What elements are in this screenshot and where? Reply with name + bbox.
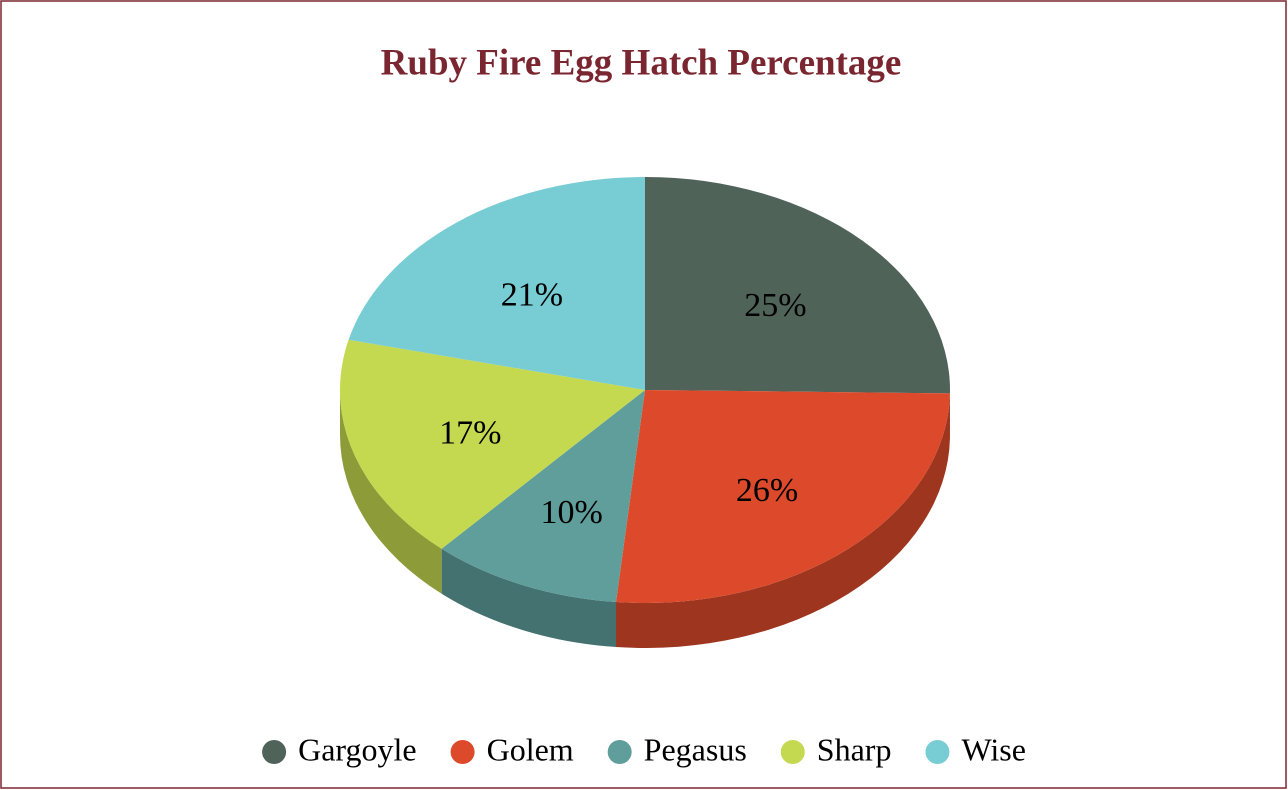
value-label: 21% xyxy=(501,276,563,313)
value-label: 10% xyxy=(540,494,602,531)
slice-side xyxy=(616,393,950,648)
value-label: 26% xyxy=(736,472,798,509)
legend-marker xyxy=(780,740,805,764)
legend-label: Gargoyle xyxy=(298,731,416,767)
slice xyxy=(340,339,645,549)
slice xyxy=(441,390,645,603)
legend-marker xyxy=(262,740,287,764)
legend-label: Golem xyxy=(487,731,574,767)
slice-side xyxy=(441,548,617,648)
value-label: 25% xyxy=(744,287,806,324)
legend-label: Sharp xyxy=(817,731,892,767)
legend-label: Wise xyxy=(961,731,1025,767)
value-label: 17% xyxy=(439,415,501,452)
slice xyxy=(616,390,950,603)
legend-label: Pegasus xyxy=(644,731,747,767)
legend-marker xyxy=(925,740,950,764)
slice xyxy=(348,177,645,390)
chart-title: Ruby Fire Egg Hatch Percentage xyxy=(381,42,902,83)
slice-side xyxy=(340,390,442,594)
slice xyxy=(645,177,950,394)
legend-marker xyxy=(607,740,632,764)
legend-marker xyxy=(450,740,475,764)
legend: Gargoyle Golem Pegasus Sharp Wise xyxy=(262,731,1026,767)
